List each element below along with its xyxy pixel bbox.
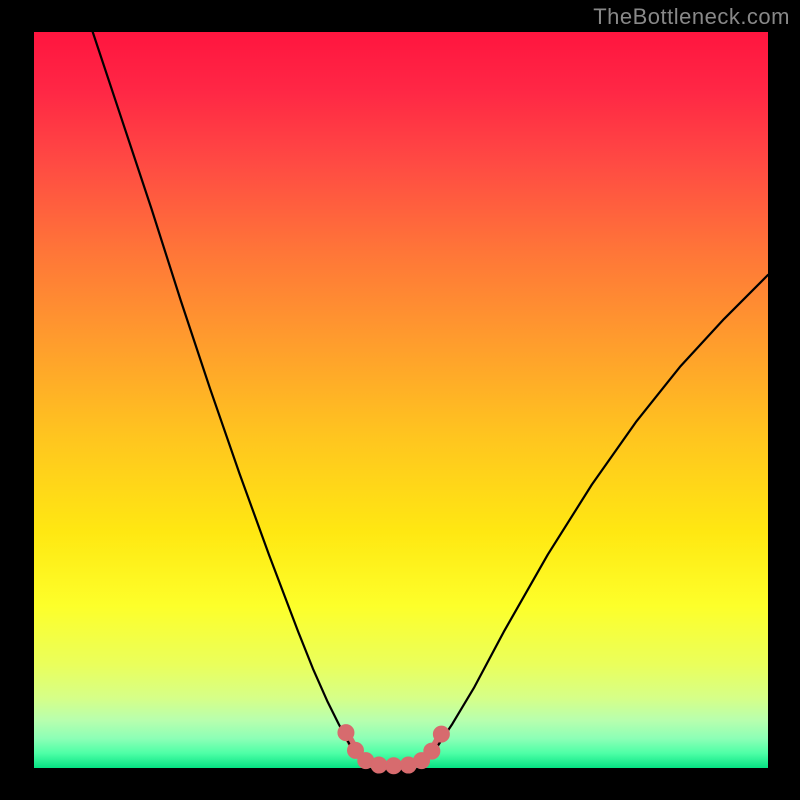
- chart-frame: TheBottleneck.com: [0, 0, 800, 800]
- valley-marker-dot: [433, 726, 449, 742]
- watermark-text: TheBottleneck.com: [593, 4, 790, 30]
- valley-marker-dot: [338, 725, 354, 741]
- valley-marker-dot: [371, 757, 387, 773]
- bottleneck-curve-chart: [0, 0, 800, 800]
- valley-marker-dot: [424, 743, 440, 759]
- gradient-background: [34, 32, 768, 768]
- valley-marker-dot: [386, 758, 402, 774]
